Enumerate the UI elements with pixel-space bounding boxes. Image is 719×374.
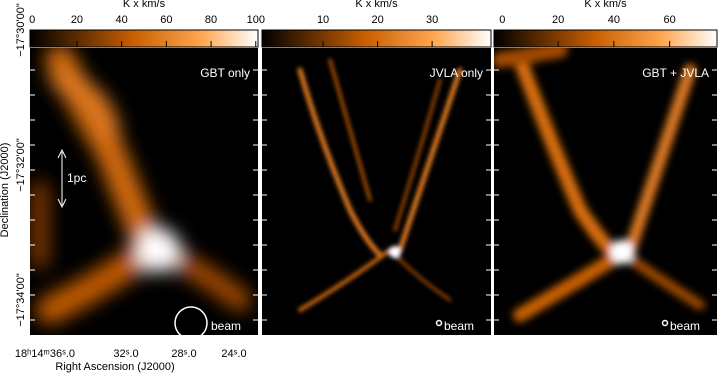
- colorbar-tick-label: 100: [247, 14, 265, 26]
- colorbar-tick-label: 40: [608, 14, 620, 26]
- colorbar: [493, 29, 718, 48]
- panel-label: GBT + JVLA: [642, 66, 709, 80]
- panel-label: GBT only: [200, 66, 250, 80]
- colorbar-tick-label: 20: [71, 14, 83, 26]
- colorbar-tick-label: 10: [317, 14, 329, 26]
- beam-label: beam: [444, 319, 474, 333]
- colorbar-tick-label: 40: [116, 14, 128, 26]
- colorbar: [261, 29, 492, 48]
- scale-label: 1pc: [67, 171, 86, 185]
- beam-circle: [435, 319, 443, 327]
- x-axis-title: Right Ascension (J2000): [55, 361, 174, 373]
- colorbar-title: K x km/s: [123, 0, 166, 10]
- colorbar-tick-label: 80: [205, 14, 217, 26]
- y-axis-title: Declination (J2000): [0, 143, 11, 238]
- y-tick-label: −17°32'00": [15, 138, 27, 192]
- colorbar-title: K x km/s: [355, 0, 398, 10]
- y-tick-label: −17°34'00": [15, 273, 27, 327]
- colorbar-tick-label: 20: [371, 14, 383, 26]
- panel-label: JVLA only: [430, 66, 483, 80]
- colorbar-tick-label: 30: [426, 14, 438, 26]
- y-tick-label: −17°30'00": [15, 3, 27, 57]
- colorbar-tick-label: 0: [499, 14, 505, 26]
- scale-arrow: [57, 148, 67, 209]
- beam-circle: [661, 319, 669, 327]
- beam-label: beam: [211, 319, 241, 333]
- beam-label: beam: [670, 319, 700, 333]
- x-tick-label: 18ʰ14ᵐ36ˢ.0: [15, 348, 75, 360]
- colorbar-tick-label: 20: [552, 14, 564, 26]
- x-tick-label: 28ˢ.0: [171, 348, 196, 360]
- x-tick-label: 32ˢ.0: [113, 348, 138, 360]
- colorbar-tick-label: 0: [29, 14, 35, 26]
- colorbar-tick-label: 60: [663, 14, 675, 26]
- colorbar-tick-label: 60: [160, 14, 172, 26]
- panel-images: [30, 48, 717, 335]
- colorbar-title: K x km/s: [584, 0, 627, 10]
- x-tick-label: 24ˢ.0: [221, 348, 246, 360]
- beam-circle: [174, 306, 208, 340]
- colorbar: [29, 29, 259, 48]
